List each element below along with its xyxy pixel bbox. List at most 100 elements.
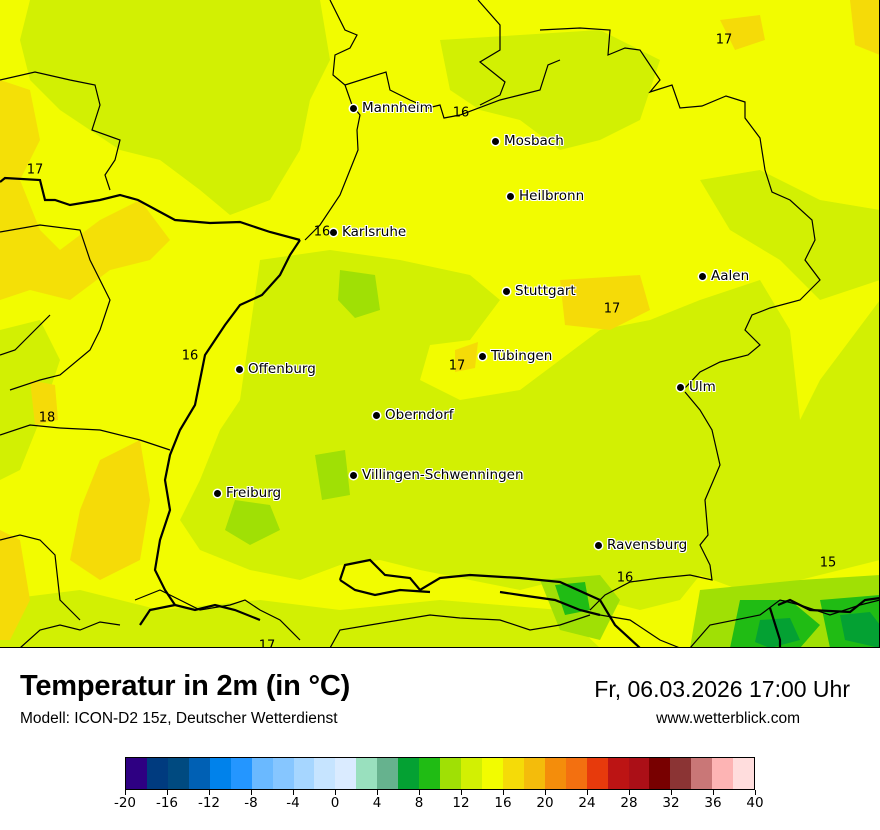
colorbar-bin [502, 758, 524, 789]
colorbar-bin [523, 758, 545, 789]
temperature-value-label: 17 [258, 638, 276, 649]
city-dot-icon [677, 383, 684, 391]
colorbar-tick [670, 790, 672, 795]
city-dot-icon [492, 137, 499, 145]
colorbar-tick [586, 790, 588, 795]
chart-title: Temperatur in 2m (in °C) [20, 670, 351, 702]
city-marker: Ulm [677, 379, 716, 395]
colorbar-tick [166, 790, 168, 795]
city-label: Oberndorf [385, 407, 454, 423]
colorbar-tick-label: 8 [414, 795, 424, 811]
colorbar-tick [376, 790, 378, 795]
colorbar-bin [607, 758, 629, 789]
colorbar-bin [251, 758, 273, 789]
map-field [0, 0, 880, 648]
colorbar-bin [628, 758, 650, 789]
city-marker: Offenburg [236, 361, 316, 377]
colorbar-bin [419, 758, 441, 789]
colorbar-tick-label: -8 [244, 795, 258, 811]
city-marker: Oberndorf [373, 407, 454, 423]
colorbar-tick-label: 20 [536, 795, 554, 811]
colorbar-bin [461, 758, 482, 789]
city-label: Mosbach [504, 133, 564, 149]
temperature-colorbar [125, 757, 755, 790]
city-label: Ulm [689, 379, 716, 395]
city-dot-icon [595, 541, 602, 549]
city-dot-icon [373, 411, 380, 419]
colorbar-tick [460, 790, 462, 795]
colorbar-tick-label: -20 [113, 795, 137, 811]
colorbar-bin [670, 758, 692, 789]
colorbar-bin [377, 758, 399, 789]
temperature-value-label: 16 [452, 105, 470, 121]
colorbar-tick [628, 790, 630, 795]
city-marker: Mannheim [350, 100, 433, 116]
colorbar-tick-label: 36 [704, 795, 722, 811]
city-label: Mannheim [362, 100, 433, 116]
temperature-value-label: 15 [819, 555, 837, 571]
city-label: Stuttgart [515, 283, 576, 299]
colorbar-bin [356, 758, 378, 789]
temperature-value-label: 16 [313, 224, 331, 240]
colorbar-tick [754, 790, 756, 795]
colorbar-bin [481, 758, 503, 789]
colorbar-tick-label: 12 [452, 795, 470, 811]
city-dot-icon [350, 104, 357, 112]
city-marker: Villingen-Schwenningen [350, 467, 524, 483]
city-dot-icon [503, 287, 510, 295]
colorbar-bin [126, 758, 147, 789]
city-dot-icon [330, 228, 337, 236]
city-marker: Ravensburg [595, 537, 687, 553]
temperature-value-label: 17 [715, 32, 733, 48]
colorbar-bin [335, 758, 357, 789]
city-dot-icon [214, 489, 221, 497]
colorbar-bin [188, 758, 210, 789]
colorbar-tick-label: 28 [620, 795, 638, 811]
colorbar-bin [586, 758, 608, 789]
colorbar-bin [565, 758, 587, 789]
colorbar-bin [209, 758, 231, 789]
colorbar-tick-label: 24 [578, 795, 596, 811]
city-dot-icon [350, 471, 357, 479]
colorbar-tick [418, 790, 420, 795]
colorbar-bin [293, 758, 315, 789]
city-label: Ravensburg [607, 537, 688, 553]
colorbar-tick [124, 790, 126, 795]
city-dot-icon [479, 352, 486, 360]
city-marker: Karlsruhe [330, 224, 406, 240]
colorbar-tick-label: 4 [372, 795, 382, 811]
colorbar-tick [334, 790, 336, 795]
colorbar-bin [544, 758, 566, 789]
colorbar-tick [712, 790, 714, 795]
city-label: Karlsruhe [342, 224, 407, 240]
colorbar-bin [146, 758, 168, 789]
colorbar-tick-label: -12 [197, 795, 221, 811]
temperature-value-label: 17 [448, 358, 466, 374]
city-marker: Aalen [699, 268, 749, 284]
city-label: Aalen [711, 268, 750, 284]
colorbar-bin [733, 758, 755, 789]
colorbar-tick-label: 32 [662, 795, 680, 811]
colorbar-bin [167, 758, 189, 789]
colorbar-bin [230, 758, 252, 789]
city-dot-icon [699, 272, 706, 280]
city-dot-icon [507, 192, 514, 200]
colorbar-tick-label: 40 [746, 795, 764, 811]
colorbar-tick-label: 16 [494, 795, 512, 811]
model-subtitle: Modell: ICON-D2 15z, Deutscher Wetterdie… [20, 710, 338, 727]
colorbar-tick [250, 790, 252, 795]
colorbar-bin [649, 758, 671, 789]
city-dot-icon [236, 365, 243, 373]
temperature-value-label: 17 [26, 162, 44, 178]
colorbar-tick-label: -16 [155, 795, 179, 811]
colorbar-tick [292, 790, 294, 795]
city-label: Freiburg [226, 485, 282, 501]
colorbar-tick-label: -4 [286, 795, 300, 811]
colorbar-tick [208, 790, 210, 795]
city-label: Heilbronn [519, 188, 585, 204]
colorbar-tick-label: 0 [330, 795, 340, 811]
city-marker: Mosbach [492, 133, 564, 149]
website-link[interactable]: www.wetterblick.com [656, 710, 800, 727]
city-label: Villingen-Schwenningen [362, 467, 524, 483]
temperature-value-label: 16 [616, 570, 634, 586]
